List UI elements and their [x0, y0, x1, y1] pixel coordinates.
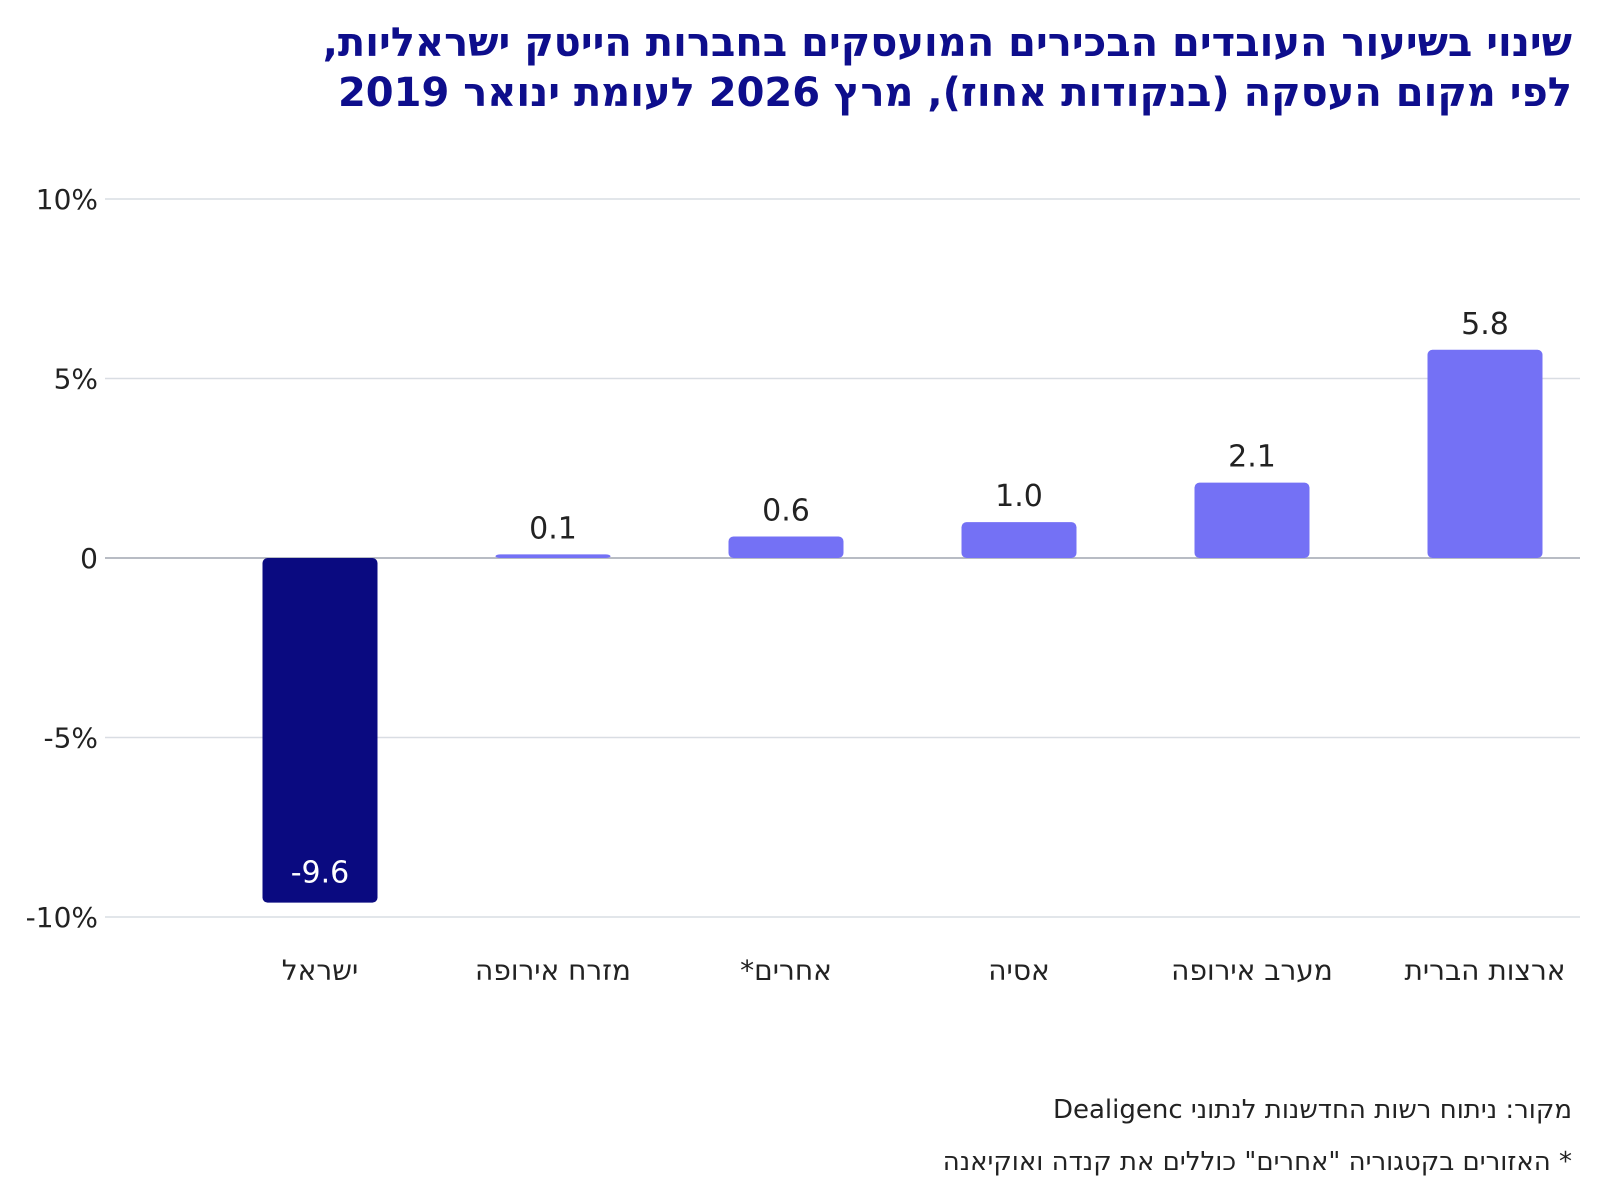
- footnote: * האזורים בקטגוריה "אחרים" כוללים את קנד…: [942, 1147, 1572, 1177]
- x-tick-label: מערב אירופה: [1171, 954, 1333, 987]
- y-axis-ticks: 10% 5% 0 -5% -10%: [26, 183, 98, 934]
- x-tick-label: אסיה: [988, 954, 1049, 987]
- y-tick-label: 10%: [36, 183, 98, 216]
- bar: [961, 522, 1077, 558]
- x-tick-label: ישראל: [282, 954, 359, 987]
- data-label: 0.1: [529, 511, 577, 546]
- bar: [495, 554, 611, 558]
- data-label: 0.6: [762, 493, 810, 528]
- y-tick-label: -10%: [26, 901, 98, 934]
- x-axis-ticks: ישראל מזרח אירופה אחרים* אסיה מערב אירופה ארצ…: [282, 954, 1566, 987]
- data-labels: -9.6 0.1 0.6 1.0 2.1 5.8: [291, 307, 1509, 891]
- chart-title: שינוי בשיעור העובדים הבכירים המועסקים בח…: [72, 18, 1572, 118]
- data-label: 5.8: [1461, 307, 1509, 342]
- y-tick-label: 5%: [54, 363, 98, 396]
- bar: [1427, 349, 1543, 558]
- chart-title-line-2: לפי מקום העסקה (בנקודות אחוז), מרץ 2026 …: [337, 70, 1572, 116]
- chart-title-line-1: שינוי בשיעור העובדים הבכירים המועסקים בח…: [322, 20, 1572, 66]
- x-tick-label: ארצות הברית: [1404, 954, 1565, 987]
- x-tick-label: אחרים*: [740, 954, 832, 987]
- source-note: מקור: ניתוח רשות החדשנות לנתוני Dealigen…: [1052, 1095, 1572, 1125]
- y-tick-label: -5%: [43, 722, 98, 755]
- bar-chart: 10% 5% 0 -5% -10% -9.6 0.1 0.6 1.0 2.1 5.8 ישראל מ…: [26, 183, 1580, 987]
- bar: [262, 558, 378, 903]
- bars: [262, 349, 1543, 903]
- data-label: 1.0: [995, 479, 1043, 514]
- data-label: -9.6: [291, 856, 350, 891]
- chart-notes: מקור: ניתוח רשות החדשנות לנתוני Dealigen…: [372, 1095, 1572, 1199]
- bar: [728, 536, 844, 558]
- bar: [1194, 482, 1310, 558]
- x-tick-label: מזרח אירופה: [475, 954, 631, 987]
- data-label: 2.1: [1228, 440, 1276, 475]
- y-tick-label: 0: [80, 542, 98, 575]
